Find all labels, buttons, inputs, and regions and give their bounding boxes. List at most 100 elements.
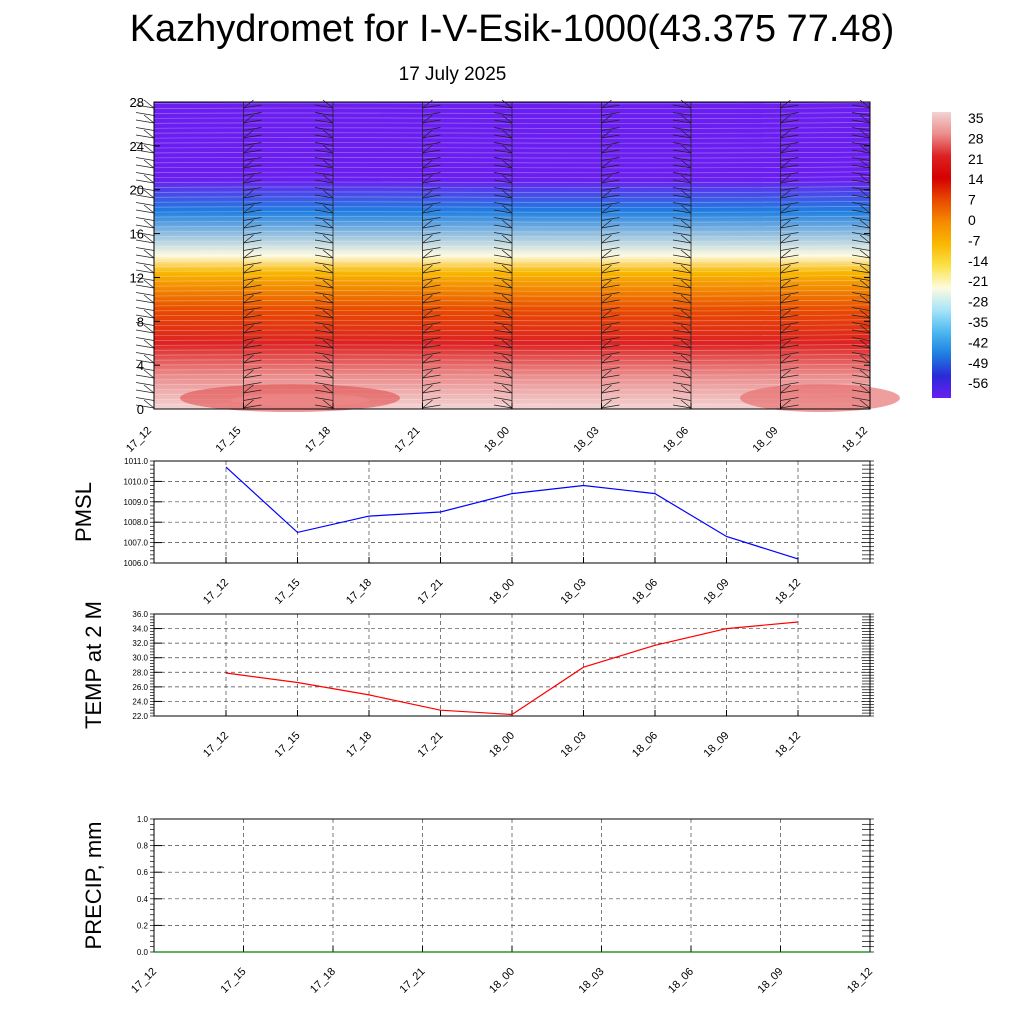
wind-barb (135, 157, 155, 161)
wind-barb (672, 112, 692, 116)
wind-barb (493, 194, 513, 199)
wind-barb (501, 399, 513, 409)
wind-barb (680, 309, 692, 319)
wind-barb (780, 397, 799, 401)
wind-barb (422, 397, 441, 401)
wind-barb (493, 202, 513, 206)
wind-barb (859, 339, 871, 349)
wind-barb (135, 277, 155, 281)
wind-barb (243, 99, 254, 109)
wind-barb (322, 249, 334, 259)
wind-barb (243, 307, 262, 311)
wind-barb (851, 217, 871, 221)
wind-barb (851, 374, 871, 379)
contour-line (154, 260, 870, 263)
wind-barb (780, 309, 791, 319)
wind-barb (314, 254, 334, 259)
contour-line (154, 245, 870, 248)
x-tick-label: 18_06 (661, 425, 691, 455)
wind-barb (780, 359, 799, 364)
wind-barb (672, 142, 692, 146)
wind-barb (501, 99, 513, 109)
x-tick-label: 18_06 (630, 577, 660, 607)
wind-barb (422, 159, 433, 169)
x-tick-label: 17_18 (308, 966, 338, 996)
wind-barb (422, 174, 433, 184)
x-tick-label: 17_21 (398, 966, 428, 996)
wind-barb (601, 194, 620, 199)
wind-barb (135, 112, 155, 116)
wind-barb (422, 254, 441, 259)
wind-barb (601, 219, 612, 229)
wind-barb (422, 404, 441, 409)
wind-barb (143, 234, 155, 244)
wind-barb (501, 309, 513, 319)
wind-barb (422, 382, 441, 386)
wind-barb (243, 204, 254, 214)
wind-barb (422, 119, 441, 124)
wind-barb (780, 112, 799, 116)
wind-barb (780, 404, 799, 409)
x-tick-label: 17_12 (201, 730, 231, 760)
wind-barb (422, 217, 441, 221)
wind-barb (243, 224, 262, 229)
wind-barb (422, 239, 441, 244)
temp2m-panel: 22.0 24.0 26.0 28.0 30.0 32.0 34.0 36.0 17_12 17_… (81, 601, 874, 760)
wind-barb (780, 219, 791, 229)
wind-barb (422, 247, 441, 251)
wind-barb (322, 279, 334, 289)
temperature-height-panel: 0 4 8 12 16 20 24 28 17_12 17_15 17_18 17_21 18_00 18… (124, 95, 900, 455)
wind-barb (493, 389, 513, 394)
wind-barb (780, 142, 799, 146)
wind-barb (243, 294, 254, 304)
wind-barb (859, 399, 871, 409)
wind-barb (601, 399, 612, 409)
wind-barb (322, 174, 334, 184)
warm-pocket (740, 384, 900, 412)
x-tick-label: 17_21 (416, 577, 446, 607)
wind-barb (780, 314, 799, 319)
wind-barb (680, 384, 692, 394)
wind-barb (780, 104, 799, 109)
wind-barb (135, 119, 155, 124)
wind-barb (135, 299, 155, 304)
contour-line (154, 304, 870, 307)
wind-barb (135, 164, 155, 169)
wind-barb (851, 149, 871, 154)
wind-barb (680, 399, 692, 409)
wind-barb (493, 352, 513, 356)
wind-barb (322, 384, 334, 394)
wind-barb (601, 339, 612, 349)
wind-barb (243, 202, 262, 206)
wind-barb (859, 354, 871, 364)
x-tick-label: 18_03 (572, 425, 602, 455)
wind-barb (493, 382, 513, 386)
wind-barb (851, 119, 871, 124)
wind-barb (422, 307, 441, 311)
wind-barb (601, 389, 620, 394)
wind-barb (143, 264, 155, 274)
wind-barb (322, 294, 334, 304)
wind-barb (851, 194, 871, 199)
wind-barb (780, 194, 799, 199)
wind-barb (243, 127, 262, 131)
wind-barb (143, 189, 155, 199)
wind-barb (601, 367, 620, 371)
colorbar-label: -56 (968, 375, 988, 391)
wind-barb (501, 144, 513, 154)
wind-barb (243, 314, 262, 319)
wind-barb (422, 189, 433, 199)
wind-barb (135, 254, 155, 259)
wind-barb (243, 367, 262, 371)
wind-barb (243, 369, 254, 379)
wind-barb (314, 374, 334, 379)
wind-barb (601, 187, 620, 191)
wind-barb (243, 264, 254, 274)
contour-line (154, 230, 870, 233)
contour-line (154, 299, 870, 302)
wind-barb (243, 404, 262, 409)
y-tick-label: 8 (137, 314, 144, 329)
wind-barb (314, 134, 334, 139)
wind-barb (314, 209, 334, 214)
